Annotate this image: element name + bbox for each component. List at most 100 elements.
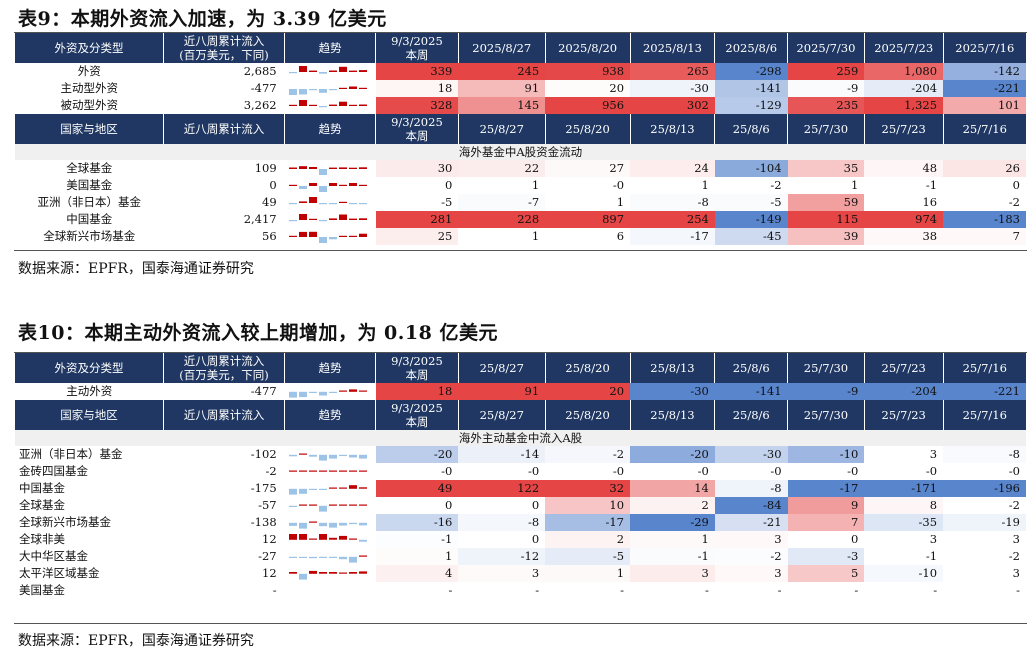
column-header: 25/7/16	[942, 400, 1026, 430]
trend-bar	[328, 104, 337, 106]
weekly-flow-cell: 254	[630, 211, 715, 228]
trend-bar	[328, 556, 337, 558]
trend-cell	[285, 97, 376, 114]
weekly-flow-cell: 3	[943, 565, 1026, 582]
column-header: 25/8/27	[457, 353, 546, 383]
column-header: 25/8/20	[544, 114, 631, 144]
trend-bar	[318, 71, 327, 74]
column-header: 25/8/6	[714, 114, 788, 144]
trend-bar	[288, 391, 297, 398]
trend-bar	[288, 71, 297, 73]
table-row: 中国基金 2,417 281 228 897 254 -149 115 974 -183	[15, 211, 1026, 228]
trend-cell	[285, 463, 376, 480]
trend-bar	[328, 470, 337, 472]
table-row: 中国基金 -175 49 122 32 14 -8 -17 -171 -196	[15, 480, 1026, 497]
trend-bar	[338, 470, 347, 472]
trend-bar	[308, 570, 317, 574]
weekly-flow-cell: -	[458, 582, 546, 599]
weekly-flow-cell: 59	[787, 194, 865, 211]
trend-cell	[285, 177, 376, 194]
trend-bar	[328, 537, 337, 540]
weekly-flow-cell: 27	[545, 160, 631, 177]
trend-bar	[298, 556, 307, 558]
weekly-flow-cell: -3	[787, 548, 865, 565]
trend-bar	[338, 87, 347, 89]
trend-sparkline	[288, 99, 367, 107]
trend-bar	[298, 213, 307, 220]
trend-bar	[318, 533, 327, 540]
section-row: 海外主动基金中流入A股	[15, 430, 1026, 446]
trend-bar	[338, 235, 347, 237]
trend-bar	[308, 218, 317, 220]
weekly-flow-cell: 3	[458, 565, 546, 582]
weekly-flow-cell: -17	[787, 480, 865, 497]
weekly-flow-cell: -0	[943, 463, 1026, 480]
trend-bar	[348, 522, 357, 524]
weekly-flow-cell: -5	[545, 548, 631, 565]
weekly-flow-cell: -2	[943, 548, 1026, 565]
weekly-flow-cell: 339	[375, 63, 459, 80]
trend-bar	[358, 555, 367, 557]
trend-bar	[318, 488, 327, 490]
trend-bar	[288, 470, 297, 472]
weekly-flow-cell: 3	[630, 565, 715, 582]
trend-bar	[318, 470, 327, 472]
weekly-flow-cell: 228	[458, 211, 546, 228]
weekly-flow-cell: 39	[787, 228, 865, 245]
trend-sparkline	[288, 182, 367, 192]
weekly-flow-cell: -30	[630, 80, 715, 97]
row-name: 全球基金	[19, 498, 65, 512]
table-row: 全球基金 -57 0 0 10 2 -84 9 8 -2	[15, 497, 1026, 514]
column-header: 2025/8/13	[629, 33, 715, 63]
weekly-flow-cell: 1,080	[864, 63, 944, 80]
row-name: 被动型外资	[60, 98, 118, 112]
table10-title: 表10：本期主动外资流入较上期增加，为 0.18 亿美元	[18, 322, 498, 344]
weekly-flow-cell: -	[864, 582, 944, 599]
cumulative-inflow: 2,417	[243, 212, 277, 226]
trend-bar	[308, 556, 317, 558]
cumulative-inflow: -102	[250, 447, 277, 461]
weekly-flow-cell: 245	[458, 63, 546, 80]
column-header: 2025/8/6	[714, 33, 788, 63]
table9-bottom-rule	[14, 250, 1027, 251]
trend-cell	[285, 211, 376, 228]
weekly-flow-cell: 1	[458, 177, 546, 194]
trend-bar	[308, 104, 317, 106]
weekly-flow-cell: -1	[864, 177, 944, 194]
trend-bar	[358, 522, 367, 526]
column-header: 趋势	[284, 33, 376, 63]
trend-sparkline	[288, 231, 367, 243]
trend-bar	[338, 556, 347, 559]
trend-sparkline	[288, 453, 367, 461]
table-row: 金砖四国基金 -2 -0 -0 -0 -0 -0 -0 -0 -0	[15, 463, 1026, 480]
weekly-flow-cell: 30	[375, 160, 459, 177]
column-header: 2025/8/20	[544, 33, 631, 63]
weekly-flow-cell: -0	[864, 463, 944, 480]
column-header: 近八周累计流入 (百万美元，下同)	[162, 353, 285, 383]
weekly-flow-cell: -298	[714, 63, 788, 80]
column-header: 25/7/16	[942, 353, 1026, 383]
weekly-flow-cell: -10	[787, 446, 865, 463]
weekly-flow-cell: 25	[375, 228, 459, 245]
weekly-flow-cell: 0	[943, 177, 1026, 194]
column-header: 25/8/6	[714, 353, 788, 383]
column-header: 25/8/13	[629, 400, 715, 430]
trend-bar	[298, 573, 307, 580]
weekly-flow-cell: 3	[714, 565, 788, 582]
weekly-flow-cell: -8	[714, 480, 788, 497]
trend-bar	[338, 66, 347, 72]
weekly-flow-cell: 20	[545, 80, 631, 97]
table-row: 美国基金 0 0 1 -0 1 -2 1 -1 0	[15, 177, 1026, 194]
weekly-flow-cell: 49	[375, 480, 459, 497]
row-name: 亚洲（非日本）基金	[19, 447, 123, 461]
weekly-flow-cell: -141	[714, 383, 788, 400]
table-row: 全球基金 109 30 22 27 24 -104 35 48 26	[15, 160, 1026, 177]
trend-bar	[328, 167, 337, 169]
trend-cell	[285, 228, 376, 245]
table9-top-rule	[14, 32, 1027, 33]
trend-bar	[358, 504, 367, 506]
column-header: 25/8/20	[544, 353, 631, 383]
trend-bar	[348, 484, 357, 489]
weekly-flow-cell: 91	[458, 80, 546, 97]
weekly-flow-cell: -0	[375, 463, 459, 480]
